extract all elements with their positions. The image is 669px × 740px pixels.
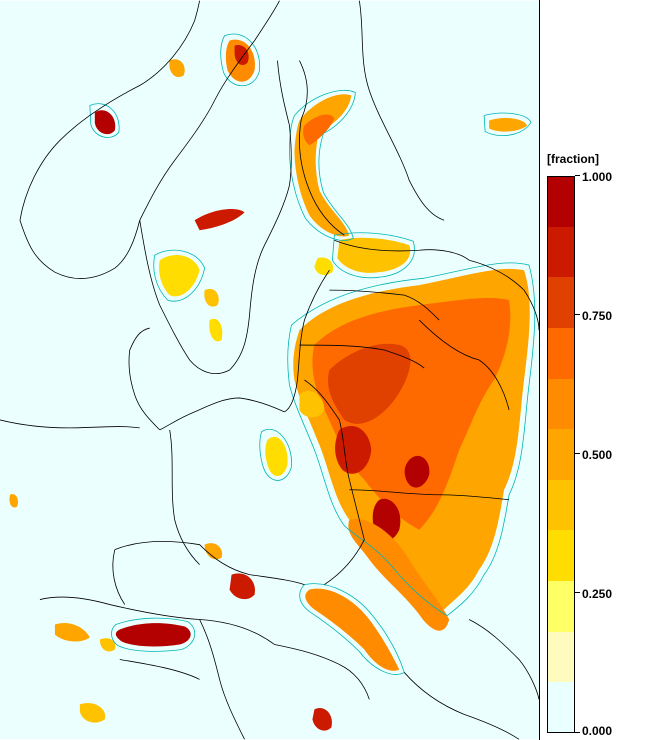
contour-lines [89, 33, 536, 675]
coastlines-and-borders [0, 0, 539, 740]
colorbar-segment [547, 682, 575, 733]
map-panel [0, 0, 540, 740]
colorbar-segment [547, 581, 575, 632]
colorbar-segment [547, 277, 575, 328]
colorbar-segment [547, 327, 575, 379]
tick-label-0500: 0.500 [582, 448, 613, 462]
colorbar-tick [575, 314, 580, 315]
tick-label-0250: 0.250 [582, 587, 613, 601]
colorbar-segment [547, 631, 575, 683]
colorbar-tick [575, 732, 580, 733]
colorbar-tick [575, 175, 580, 176]
colorbar-segment [547, 479, 575, 531]
tick-label-1000: 1.000 [582, 170, 613, 184]
tick-label-0000: 0.000 [582, 724, 613, 738]
legend-title: [fraction] [547, 152, 599, 166]
colorbar-tick [575, 453, 580, 454]
colorbar-segment [547, 429, 575, 480]
tick-label-0750: 0.750 [582, 309, 613, 323]
colorbar-segment [547, 530, 575, 582]
colorbar-segment [547, 378, 575, 430]
colorbar-tick [575, 592, 580, 593]
colorbar-segment [547, 226, 575, 278]
colorbar-segment [547, 176, 575, 227]
